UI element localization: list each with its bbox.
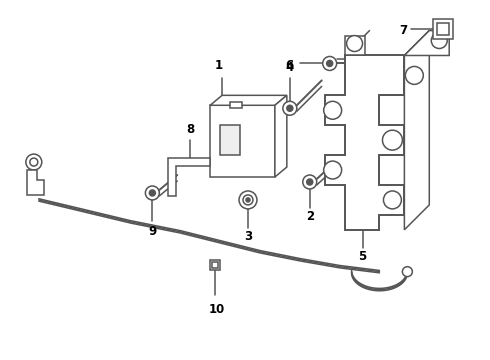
Polygon shape — [325, 55, 404, 230]
Circle shape — [327, 60, 333, 67]
Circle shape — [346, 36, 363, 51]
Circle shape — [243, 195, 253, 205]
Bar — [220, 125, 240, 155]
Bar — [230, 102, 242, 108]
Circle shape — [384, 191, 401, 209]
Circle shape — [26, 154, 42, 170]
Bar — [210, 260, 220, 270]
Text: 7: 7 — [399, 24, 407, 37]
Text: 10: 10 — [209, 302, 225, 315]
Circle shape — [405, 67, 423, 84]
Bar — [210, 105, 275, 177]
Text: 2: 2 — [306, 210, 314, 223]
Polygon shape — [404, 31, 449, 55]
Text: 3: 3 — [244, 230, 252, 243]
Text: 6: 6 — [286, 59, 294, 72]
Circle shape — [383, 130, 402, 150]
Bar — [437, 23, 449, 35]
Polygon shape — [404, 31, 429, 230]
Circle shape — [323, 57, 337, 71]
Polygon shape — [344, 36, 365, 55]
Text: 5: 5 — [358, 250, 367, 263]
Circle shape — [283, 101, 297, 115]
Circle shape — [239, 191, 257, 209]
Circle shape — [149, 190, 155, 196]
Text: 1: 1 — [215, 59, 223, 72]
Circle shape — [146, 186, 159, 200]
Circle shape — [246, 198, 250, 202]
Polygon shape — [275, 95, 287, 177]
Polygon shape — [210, 95, 287, 105]
Circle shape — [431, 32, 447, 49]
Circle shape — [324, 101, 342, 119]
Bar — [433, 19, 453, 39]
Bar — [212, 262, 218, 268]
Circle shape — [307, 179, 313, 185]
Text: 9: 9 — [148, 225, 156, 238]
Circle shape — [30, 158, 38, 166]
Circle shape — [287, 105, 293, 111]
Circle shape — [402, 267, 413, 276]
Polygon shape — [27, 170, 44, 195]
Circle shape — [303, 175, 317, 189]
Circle shape — [324, 161, 342, 179]
Text: 8: 8 — [186, 123, 195, 136]
Text: 4: 4 — [286, 62, 294, 75]
Polygon shape — [168, 158, 210, 196]
